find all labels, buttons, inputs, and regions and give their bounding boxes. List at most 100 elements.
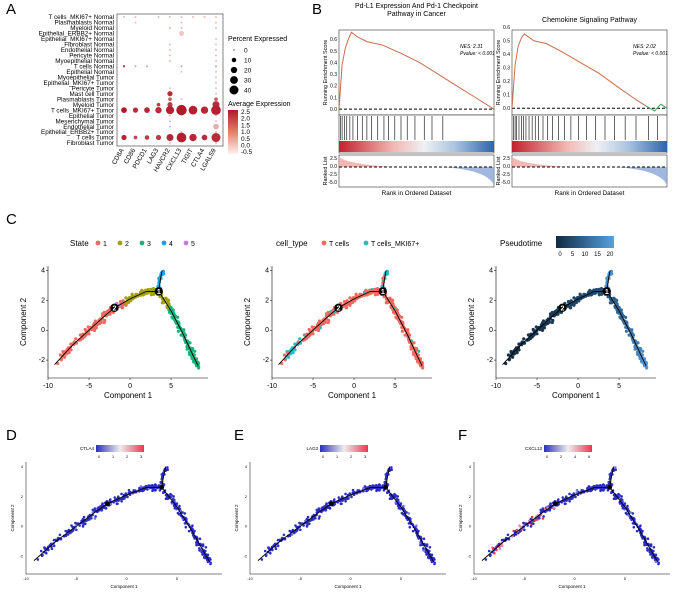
traj-xlabel: Component 1 [104, 391, 153, 400]
expression-cell [198, 537, 202, 541]
legend-celltype-dot [321, 240, 327, 246]
traj-backbone [257, 486, 435, 563]
trajectory-node [378, 287, 387, 296]
dotplot-dot [134, 65, 137, 68]
traj-x-tick: -10 [247, 577, 253, 581]
dotplot-dot [155, 134, 162, 141]
trajectory-node [553, 501, 558, 507]
trajectory-cell [342, 300, 347, 304]
expr-gene-label: LAG3 [306, 446, 318, 451]
expression-cell [274, 547, 278, 550]
expression-cell [94, 515, 97, 518]
dotplot-dot [169, 16, 171, 18]
trajectory-cell [421, 366, 425, 370]
expression-cell [151, 484, 154, 487]
gsea-ylabel: Running Enrichment Score [496, 40, 502, 106]
gsea-ranked-frame [338, 154, 495, 188]
expression-cell [378, 483, 381, 486]
trajectory-cell [283, 358, 287, 362]
trajectory-node [329, 501, 334, 507]
trajectory-cell [344, 306, 348, 310]
trajectory-cell [540, 328, 545, 332]
traj-y-tick: 0 [245, 525, 247, 529]
dotplot-dot [215, 131, 217, 134]
gsea-es-frame [338, 29, 495, 116]
legend-cell-type: cell_type T cells T cells_MKI67+ [276, 239, 419, 248]
expression-cell [191, 524, 194, 527]
expression-cell [282, 533, 286, 537]
traj-x-tick: -10 [43, 383, 53, 390]
gsea-ranked-neg [612, 167, 667, 185]
traj-backbone [278, 290, 423, 367]
traj-x-tick: -5 [86, 383, 92, 390]
legend-color-tick: 1.5 [241, 122, 250, 129]
trajectory-node [607, 484, 613, 490]
expr-scale-tick: 1 [112, 455, 114, 459]
expression-cell [650, 552, 653, 556]
expression-cell [50, 547, 54, 550]
gsea-y-tick: 0.6 [503, 25, 510, 31]
dotplot-dot [215, 43, 217, 46]
expression-cell [193, 537, 196, 540]
gsea-y-tick: 0.1 [330, 95, 337, 101]
dotplot-dot [180, 70, 183, 73]
expression-cell [91, 508, 95, 512]
traj-x-tick: 5 [400, 577, 402, 581]
trajectory-cell [167, 298, 171, 302]
trajectory-node [334, 303, 343, 313]
legend-state-dot [95, 240, 101, 246]
trajectory-cell [388, 296, 392, 300]
legend-color-tick: 0.5 [241, 136, 250, 143]
expression-cell [127, 488, 131, 492]
trajectory-cell [506, 353, 510, 357]
expression-cell [337, 496, 341, 499]
expression-cell [639, 524, 642, 527]
expression-cell [572, 492, 576, 495]
legend-color-tick: 1.0 [241, 129, 250, 136]
expression-cell [315, 508, 319, 512]
gsea-es-line [511, 33, 646, 109]
gsea-y-tick: 0.4 [503, 52, 510, 58]
expression-cell [318, 515, 321, 518]
expression-cell [70, 524, 73, 527]
expression-cell [408, 516, 411, 520]
trajectory-cell [375, 292, 379, 296]
legend-size-label: 10 [244, 57, 252, 64]
expression-cell [493, 551, 496, 555]
expression-plot: LAG3 0 1 2 3 -10 -5 0 5 -2 0 2 4 Component 1 Component… [234, 445, 446, 589]
trajectory-cell [411, 350, 416, 354]
traj-xlabel: Component 1 [110, 584, 138, 589]
expression-cell [523, 528, 526, 532]
traj-ylabel: Component 2 [19, 297, 28, 346]
dotplot-dot [178, 30, 185, 37]
legend-size-dot [230, 66, 238, 74]
expression-cell [181, 511, 184, 514]
expression-cell [608, 473, 612, 476]
expression-cell [204, 546, 208, 549]
expression-cell [86, 518, 89, 522]
traj-y-tick: 4 [245, 465, 247, 469]
expression-cell [45, 551, 48, 555]
expression-cell [500, 544, 504, 548]
dotplot-dot [169, 48, 171, 51]
traj-xlabel: Component 1 [552, 391, 601, 400]
legend-state-label: 3 [147, 241, 151, 248]
expression-cell [607, 481, 611, 484]
expr-gene-label: CXCL13 [525, 446, 543, 451]
trajectory-cell [197, 366, 201, 370]
trajectory-panel: State 1 2 3 4 5 cell_type T cells T cells_MKI… [19, 236, 656, 400]
trajectory-cell [151, 292, 155, 296]
expression-cell [568, 492, 571, 496]
traj-y-tick: 4 [21, 465, 23, 469]
dotplot-row-label: T cells Tumor [76, 135, 114, 142]
dotplot-dot [180, 65, 183, 68]
expression-cell [47, 548, 50, 552]
traj-y-tick: 0 [265, 327, 269, 334]
expression-cell [81, 525, 85, 528]
gsea-nes: NES: 2.31 [460, 44, 483, 50]
gsea-es-frame [511, 29, 668, 116]
trajectory-cell [645, 366, 649, 370]
expression-cell [631, 512, 635, 515]
dotplot-dot [215, 21, 217, 24]
